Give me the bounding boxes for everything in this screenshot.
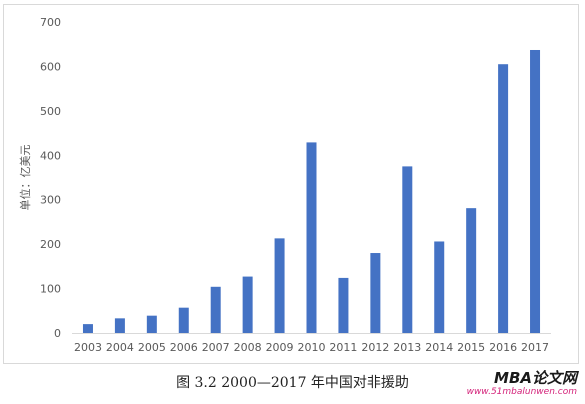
chart-border — [3, 4, 579, 364]
y-tick-label: 700 — [40, 16, 61, 29]
figure-caption: 图 3.2 2000—2017 年中国对非援助 — [176, 375, 409, 391]
x-tick-label: 2015 — [457, 341, 485, 354]
y-tick-label: 500 — [40, 105, 61, 118]
bar-2012 — [370, 253, 381, 333]
watermark: MBA论文网 www.51mbalunwen.com — [467, 370, 577, 398]
bars — [82, 49, 541, 334]
x-tick-label: 2004 — [106, 341, 134, 354]
x-tick-label: 2013 — [393, 341, 421, 354]
x-tick-label: 2012 — [361, 341, 389, 354]
y-tick-labels: 0 100 200 300 400 500 600 700 — [40, 16, 61, 340]
x-tick-label: 2010 — [298, 341, 326, 354]
bar-2008 — [242, 276, 253, 333]
bar-2009 — [274, 238, 285, 333]
bar-2016 — [498, 64, 509, 333]
x-tick-label: 2009 — [266, 341, 294, 354]
x-tick-label: 2003 — [74, 341, 102, 354]
y-axis-title-group: 单位：亿美元 — [18, 145, 32, 211]
bar-2014 — [434, 241, 445, 333]
bar-2017 — [530, 49, 541, 334]
y-tick-label: 100 — [40, 283, 61, 296]
y-tick-label: 0 — [54, 327, 61, 340]
y-tick-label: 200 — [40, 238, 61, 251]
x-tick-label: 2011 — [329, 341, 357, 354]
bar-2006 — [178, 307, 189, 333]
bar-2005 — [146, 315, 157, 333]
x-tick-label: 2016 — [489, 341, 517, 354]
x-tick-label: 2017 — [521, 341, 549, 354]
watermark-brand: MBA论文网 — [494, 369, 577, 387]
bar-2011 — [338, 277, 349, 333]
x-tick-label: 2008 — [234, 341, 262, 354]
x-tick-labels: 2003 2004 2005 2006 2007 2008 2009 2010 2011 2012… — [74, 341, 549, 354]
y-axis-title: 单位：亿美元 — [18, 145, 32, 211]
bar-2007 — [210, 286, 221, 333]
bar-2004 — [114, 318, 125, 333]
bar-2003 — [82, 324, 93, 333]
x-tick-label: 2006 — [170, 341, 198, 354]
x-tick-label: 2014 — [425, 341, 453, 354]
y-tick-label: 300 — [40, 194, 61, 207]
bar-2015 — [466, 208, 477, 333]
bar-2013 — [402, 166, 413, 333]
x-tick-label: 2005 — [138, 341, 166, 354]
y-tick-label: 600 — [40, 60, 61, 73]
x-tick-label: 2007 — [202, 341, 230, 354]
bar-2010 — [306, 142, 317, 333]
y-tick-label: 400 — [40, 149, 61, 162]
watermark-url: www.51mbalunwen.com — [466, 387, 577, 397]
